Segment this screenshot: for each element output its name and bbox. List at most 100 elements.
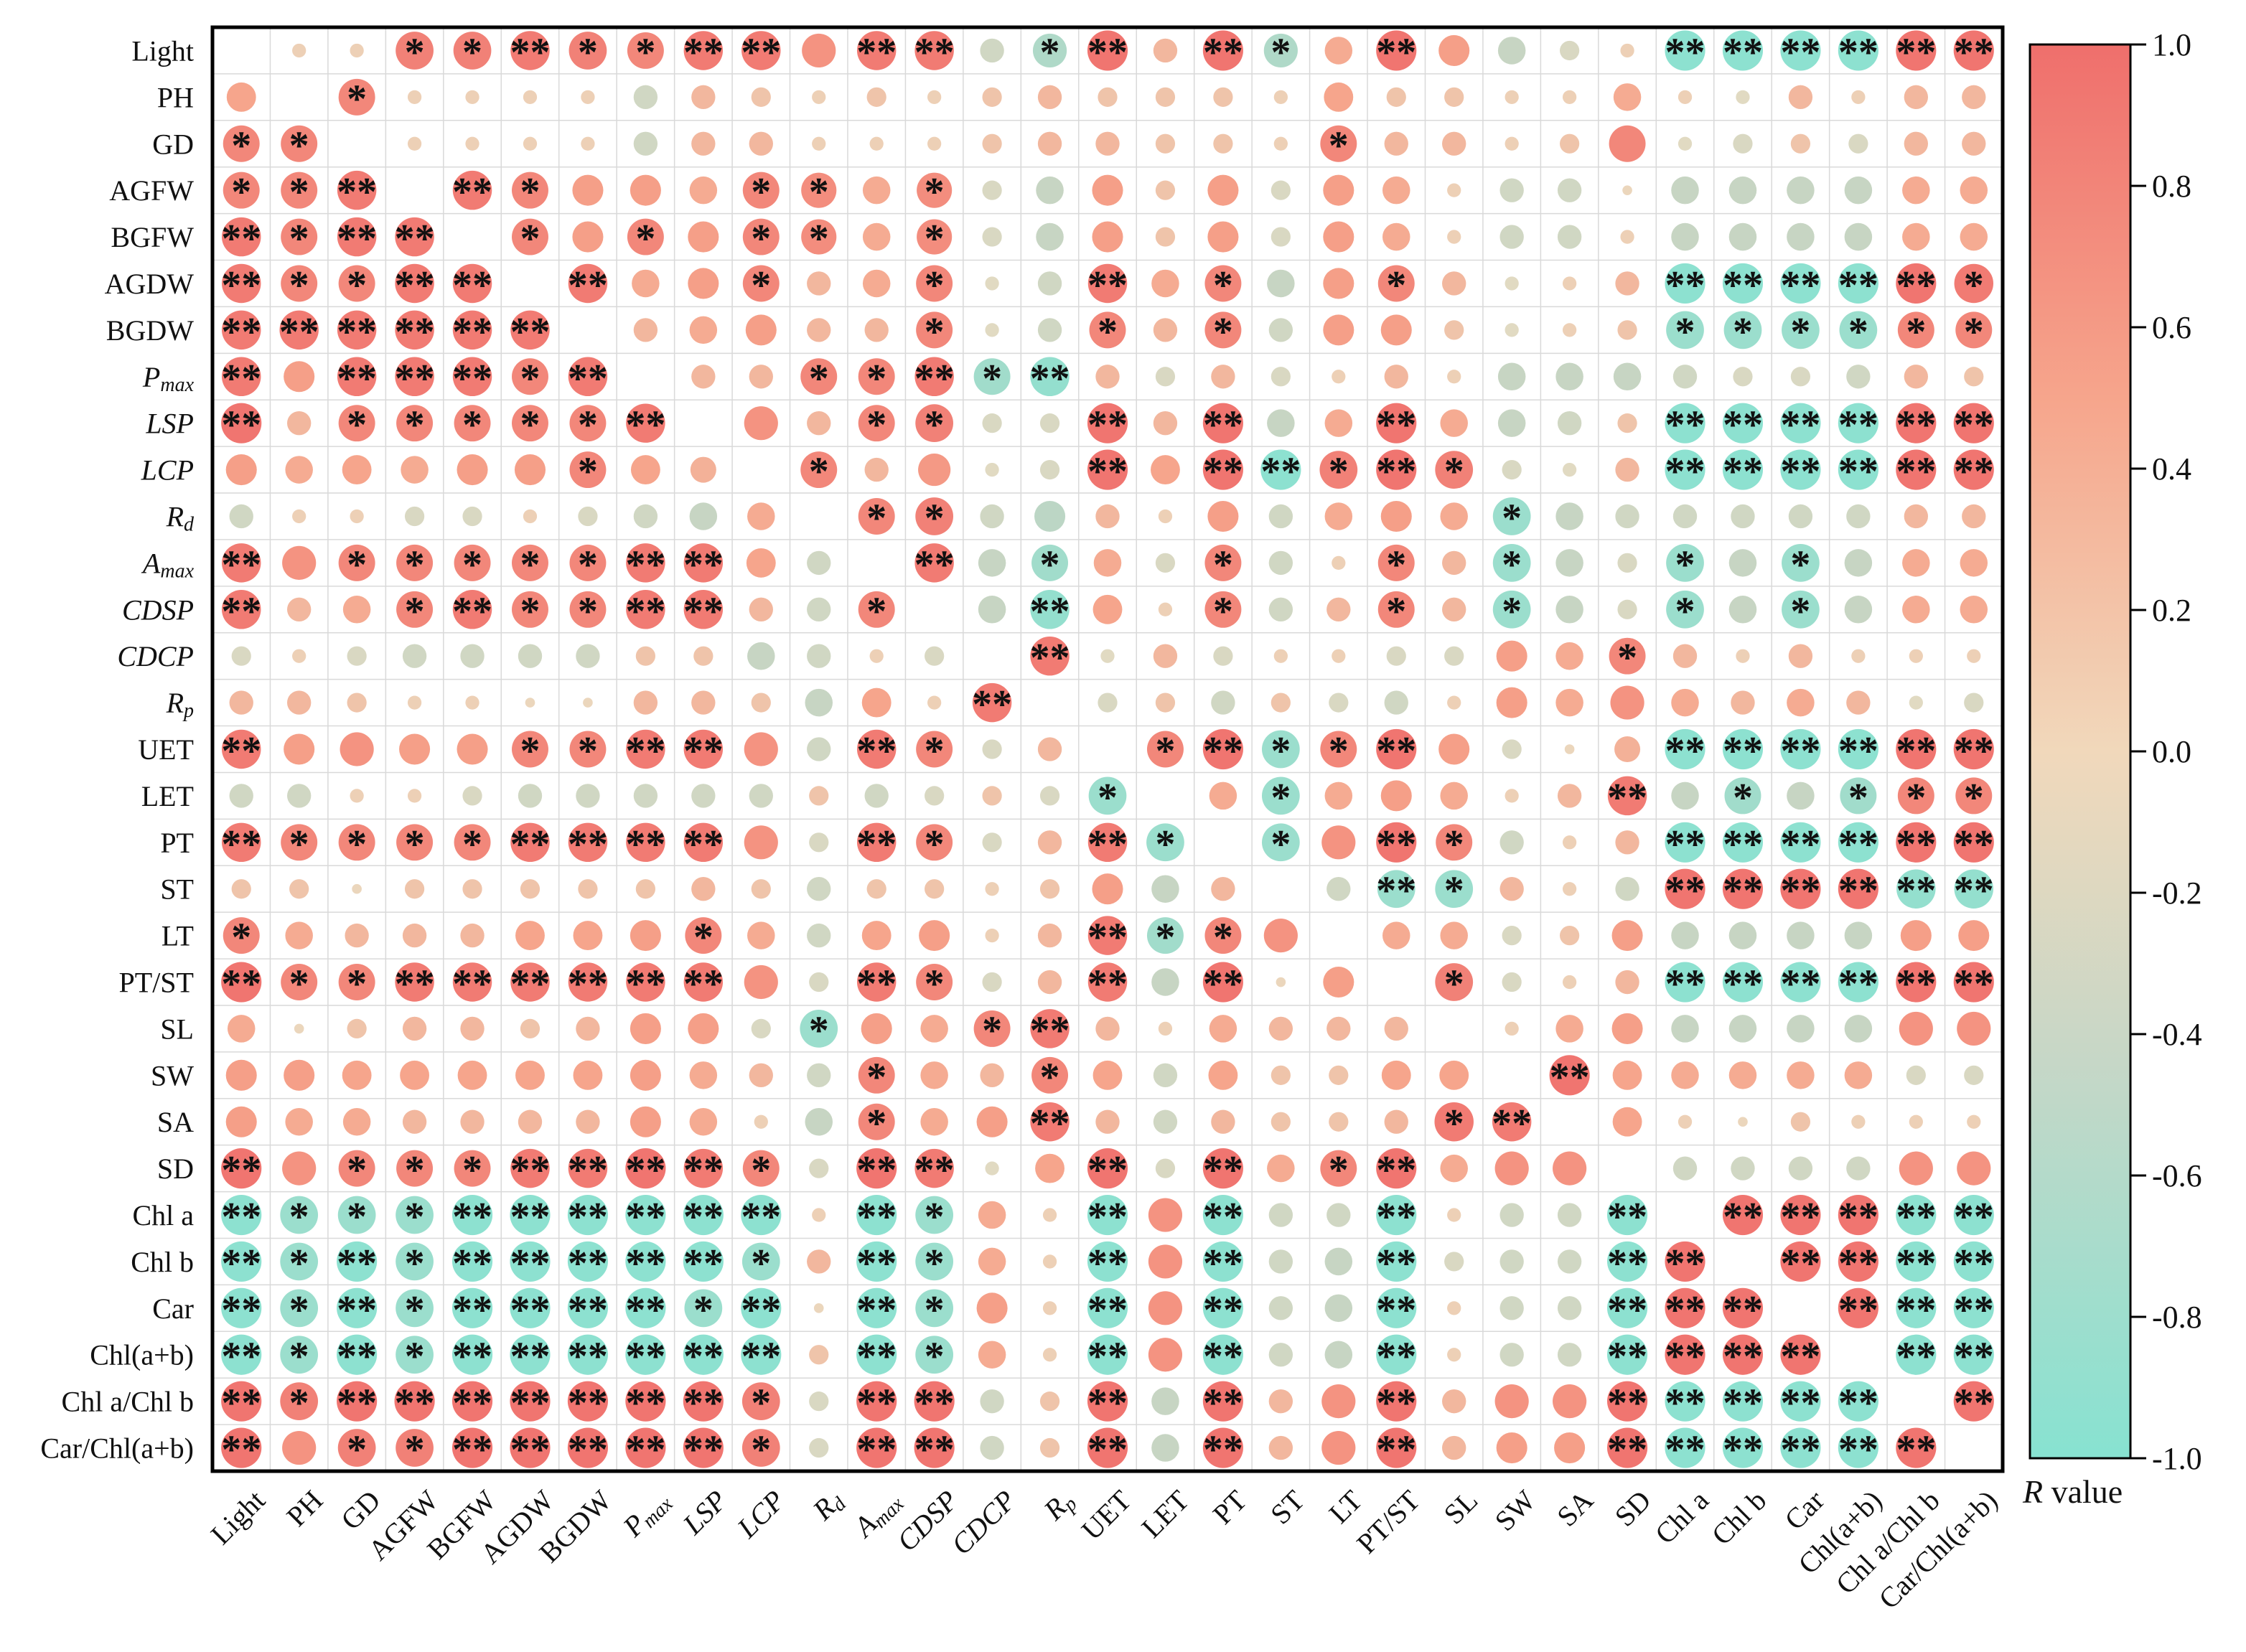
corr-circle-30-7 — [625, 1427, 666, 1468]
column-label: Light — [205, 1484, 271, 1551]
corr-circle-5-6 — [568, 263, 608, 304]
corr-circle-13-7 — [635, 646, 656, 666]
corr-circle-12-15 — [1092, 594, 1123, 624]
sig-mark-17-28: ** — [1838, 822, 1878, 867]
corr-circle-27-3 — [396, 1289, 434, 1328]
sig-mark-8-6: * — [578, 403, 598, 448]
corr-circle-3-30 — [1960, 176, 1988, 205]
sig-mark-20-6: ** — [568, 962, 608, 1007]
corr-circle-23-6 — [576, 1109, 600, 1134]
corr-circle-29-1 — [280, 1382, 319, 1421]
corr-circle-22-23 — [1549, 1055, 1590, 1096]
corr-circle-6-8 — [689, 316, 718, 344]
sig-mark-8-2: * — [347, 403, 367, 448]
corr-circle-10-4 — [462, 506, 482, 527]
corr-circle-25-30 — [1953, 1194, 1994, 1236]
corr-circle-22-20 — [1381, 1060, 1411, 1090]
sig-mark-2-19: * — [1329, 123, 1349, 168]
corr-circle-2-6 — [581, 136, 595, 151]
corr-circle-3-12 — [917, 172, 953, 208]
corr-circle-4-22 — [1499, 225, 1524, 249]
corr-circle-10-24 — [1615, 504, 1639, 529]
sig-mark-15-20: ** — [1376, 729, 1416, 774]
corr-circle-7-8 — [691, 365, 716, 389]
corr-circle-7-20 — [1384, 365, 1408, 389]
corr-circle-29-22 — [1494, 1384, 1529, 1419]
corr-circle-26-1 — [280, 1242, 319, 1281]
corr-circle-16-9 — [749, 784, 773, 808]
sig-mark-15-7: ** — [625, 729, 665, 774]
corr-circle-27-26 — [1722, 1287, 1764, 1328]
sig-mark-3-2: ** — [337, 170, 377, 215]
sig-mark-29-15: ** — [1087, 1381, 1128, 1426]
sig-mark-15-30: ** — [1954, 729, 1994, 774]
corr-circle-11-7 — [626, 543, 665, 583]
corr-circle-5-16 — [1151, 269, 1179, 298]
row-label: LET — [141, 780, 194, 812]
colorbar-tick-label: -0.4 — [2152, 1017, 2202, 1052]
corr-circle-19-4 — [460, 923, 485, 948]
sig-mark-18-20: ** — [1376, 869, 1416, 914]
corr-circle-18-20 — [1377, 870, 1416, 909]
corr-circle-22-30 — [1964, 1065, 1984, 1085]
corr-circle-23-16 — [1153, 1109, 1178, 1134]
sig-mark-29-24: ** — [1607, 1381, 1647, 1426]
corr-circle-16-14 — [1039, 786, 1060, 806]
corr-circle-8-21 — [1440, 409, 1468, 437]
sig-mark-26-28: ** — [1838, 1242, 1878, 1286]
corr-circle-29-26 — [1722, 1381, 1764, 1422]
corr-circle-0-13 — [980, 38, 1004, 63]
corr-circle-24-23 — [1553, 1151, 1587, 1186]
sig-mark-25-1: * — [289, 1195, 309, 1239]
corr-circle-25-28 — [1838, 1194, 1878, 1236]
corr-circle-25-10 — [812, 1208, 826, 1222]
corr-circle-3-17 — [1207, 174, 1239, 206]
corr-circle-19-30 — [1958, 920, 1990, 952]
corr-circle-14-22 — [1496, 687, 1527, 718]
corr-circle-12-13 — [978, 596, 1006, 624]
corr-circle-19-22 — [1502, 925, 1522, 946]
corr-circle-18-12 — [925, 879, 945, 899]
corr-circle-25-6 — [567, 1194, 609, 1236]
corr-circle-11-15 — [1093, 549, 1122, 577]
corr-circle-10-18 — [1268, 504, 1293, 529]
corr-circle-4-20 — [1382, 222, 1410, 251]
corr-circle-2-8 — [691, 131, 716, 156]
sig-mark-12-5: * — [520, 589, 540, 634]
corr-circle-4-13 — [982, 227, 1002, 247]
corr-circle-27-13 — [976, 1292, 1008, 1324]
corr-circle-23-28 — [1851, 1114, 1866, 1129]
corr-circle-9-17 — [1202, 449, 1243, 490]
corr-circle-25-13 — [978, 1201, 1006, 1229]
corr-circle-10-13 — [980, 504, 1004, 529]
corr-circle-19-7 — [630, 920, 661, 952]
corr-circle-27-21 — [1447, 1301, 1461, 1315]
sig-mark-17-4: * — [462, 822, 482, 867]
corr-circle-1-13 — [982, 87, 1002, 107]
corr-circle-11-6 — [569, 544, 607, 581]
corr-circle-25-0 — [221, 1194, 262, 1236]
corr-circle-7-27 — [1790, 367, 1811, 387]
corr-circle-7-2 — [337, 357, 377, 397]
sig-mark-8-26: ** — [1723, 403, 1763, 448]
corr-circle-9-24 — [1615, 457, 1639, 482]
corr-circle-10-28 — [1846, 504, 1871, 529]
corr-circle-23-0 — [225, 1106, 257, 1137]
corr-circle-4-14 — [1036, 222, 1064, 251]
corr-circle-30-11 — [856, 1427, 897, 1468]
corr-circle-13-30 — [1967, 649, 1981, 663]
sig-mark-29-11: ** — [856, 1381, 897, 1426]
corr-circle-11-21 — [1442, 550, 1466, 576]
corr-circle-28-11 — [856, 1334, 897, 1375]
corr-circle-17-14 — [1037, 830, 1062, 855]
corr-circle-7-29 — [1904, 365, 1929, 389]
corr-circle-27-25 — [1665, 1287, 1705, 1328]
corr-circle-28-4 — [451, 1334, 493, 1375]
corr-circle-5-8 — [688, 268, 719, 299]
corr-circle-29-18 — [1268, 1389, 1293, 1414]
corr-circle-9-1 — [285, 456, 313, 484]
sig-mark-20-8: ** — [683, 962, 724, 1007]
corr-circle-17-5 — [510, 822, 550, 863]
sig-mark-12-17: * — [1213, 589, 1233, 634]
corr-circle-30-4 — [451, 1427, 493, 1468]
